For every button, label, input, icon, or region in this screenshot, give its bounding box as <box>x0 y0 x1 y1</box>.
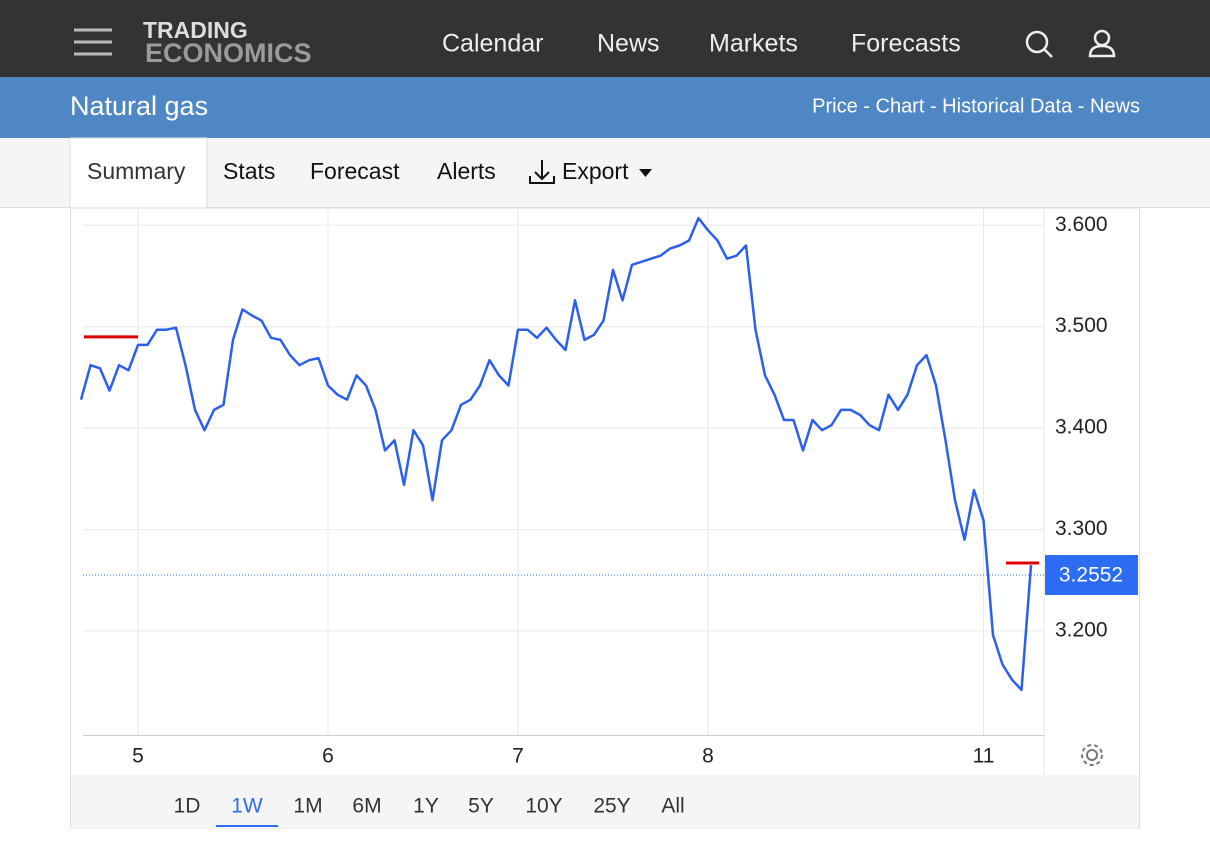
logo-bottom[interactable]: ECONOMICS <box>145 38 312 68</box>
settings-icon[interactable] <box>1081 744 1103 766</box>
search-icon[interactable] <box>1025 30 1053 58</box>
tab[interactable]: Alerts <box>437 158 496 184</box>
range-button[interactable]: 5Y <box>468 795 494 818</box>
x-tick-label: 5 <box>132 745 144 768</box>
y-tick-label: 3.200 <box>1055 619 1108 642</box>
range-bar <box>71 775 1139 828</box>
x-tick-label: 6 <box>322 745 334 768</box>
x-tick-label: 8 <box>702 745 714 768</box>
nav-item[interactable]: Calendar <box>442 30 543 58</box>
y-tick-label: 3.300 <box>1055 517 1108 540</box>
range-button[interactable]: 25Y <box>593 795 630 818</box>
tab[interactable]: Stats <box>223 158 275 184</box>
last-price-label: 3.2552 <box>1059 564 1123 587</box>
tab[interactable]: Export <box>562 158 629 184</box>
logo-top[interactable]: TRADING <box>143 17 248 43</box>
active-tab[interactable] <box>69 137 208 210</box>
range-button[interactable]: 10Y <box>525 795 562 818</box>
page-title: Natural gas <box>70 91 208 121</box>
nav-item[interactable]: Forecasts <box>851 30 961 58</box>
caret[interactable] <box>639 169 652 177</box>
y-tick-label: 3.500 <box>1055 314 1108 337</box>
top-nav <box>0 0 1210 77</box>
range-button[interactable]: All <box>661 795 684 818</box>
x-tick-label: 7 <box>512 745 524 768</box>
range-button[interactable]: 1Y <box>413 795 439 818</box>
nav-item[interactable]: News <box>597 30 660 58</box>
x-tick-label: 11 <box>973 745 995 768</box>
price-line <box>79 216 1033 692</box>
range-buttons: 1D 1W 1M 6M 1Y 5Y 10Y 25Y All <box>174 795 685 827</box>
range-button[interactable]: 6M <box>352 795 381 818</box>
range-button[interactable]: 1M <box>293 795 322 818</box>
user-icon[interactable] <box>1088 29 1116 58</box>
menu-icon[interactable] <box>74 28 112 56</box>
header-links[interactable]: Price - Chart - Historical Data - News <box>812 95 1140 117</box>
plot: 3.200 3.300 3.400 3.500 3.600 5 6 7 8 11 3.2552 <box>79 208 1138 768</box>
nav-item[interactable]: Markets <box>709 30 798 58</box>
range-button[interactable]: 1W <box>231 795 263 818</box>
title-bar <box>0 77 1210 138</box>
tab[interactable]: Summary <box>87 158 186 184</box>
download-icon[interactable] <box>529 160 555 184</box>
y-tick-label: 3.400 <box>1055 416 1108 439</box>
last-price-box <box>1045 555 1138 596</box>
y-tick-label: 3.600 <box>1055 213 1108 236</box>
tab[interactable]: Forecast <box>310 158 400 184</box>
range-button[interactable]: 1D <box>174 795 201 818</box>
